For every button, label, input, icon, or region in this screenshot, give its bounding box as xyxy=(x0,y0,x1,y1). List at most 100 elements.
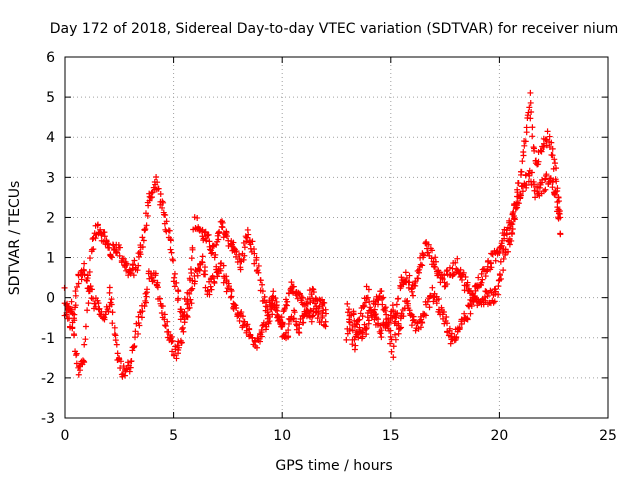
data-point xyxy=(390,343,397,350)
data-point xyxy=(432,254,439,261)
data-point xyxy=(512,204,519,211)
data-point xyxy=(420,252,427,259)
data-point xyxy=(482,288,489,295)
data-point xyxy=(283,302,290,309)
data-point xyxy=(75,280,82,287)
data-point xyxy=(259,281,266,288)
data-point xyxy=(243,238,250,245)
data-point xyxy=(489,251,496,258)
data-point xyxy=(523,124,530,131)
data-point xyxy=(139,234,146,241)
data-point xyxy=(141,226,148,233)
y-tick-label: -2 xyxy=(41,371,55,387)
data-point xyxy=(309,285,316,292)
data-point xyxy=(496,272,503,279)
data-point xyxy=(527,99,534,106)
data-point xyxy=(378,288,385,295)
data-point xyxy=(180,328,187,335)
data-point xyxy=(408,322,415,329)
data-point xyxy=(345,306,352,313)
y-axis-label: SDTVAR / TECUs xyxy=(7,181,23,296)
data-point xyxy=(130,272,137,279)
data-point xyxy=(106,284,113,291)
data-point xyxy=(531,187,538,194)
data-point xyxy=(147,194,154,201)
data-point xyxy=(344,309,351,316)
data-point xyxy=(509,210,516,217)
data-point xyxy=(356,324,363,331)
data-point xyxy=(168,249,175,256)
data-point xyxy=(210,275,217,282)
data-point xyxy=(181,309,188,316)
data-point xyxy=(362,299,369,306)
data-point xyxy=(269,311,276,318)
data-point xyxy=(365,286,372,293)
data-point xyxy=(148,194,155,201)
data-point xyxy=(111,331,118,338)
data-point xyxy=(424,298,431,305)
data-point xyxy=(146,197,153,204)
data-point xyxy=(154,179,161,186)
data-point xyxy=(157,191,164,198)
data-point xyxy=(89,236,96,243)
data-point xyxy=(199,253,206,260)
data-point xyxy=(262,326,269,333)
data-point xyxy=(258,333,265,340)
data-point xyxy=(474,284,481,291)
x-tick-label: 5 xyxy=(169,428,178,444)
data-point xyxy=(191,280,198,287)
data-point xyxy=(178,339,185,346)
data-point xyxy=(310,289,317,296)
data-point xyxy=(270,288,277,295)
data-point xyxy=(294,295,301,302)
data-point xyxy=(142,299,149,306)
data-point xyxy=(526,172,533,179)
data-point xyxy=(492,257,499,264)
data-point xyxy=(452,259,459,266)
data-point xyxy=(257,277,264,284)
data-point xyxy=(131,343,138,350)
data-point xyxy=(162,212,169,219)
data-point xyxy=(241,252,248,259)
data-point xyxy=(175,344,182,351)
data-point xyxy=(378,334,385,341)
data-point xyxy=(504,248,511,255)
data-point xyxy=(204,232,211,239)
data-point xyxy=(225,283,232,290)
data-point xyxy=(387,333,394,340)
data-point xyxy=(309,313,316,320)
data-point xyxy=(519,188,526,195)
data-point xyxy=(296,321,303,328)
data-point xyxy=(511,216,518,223)
data-point xyxy=(84,275,91,282)
data-point xyxy=(73,350,80,357)
data-point xyxy=(137,251,144,258)
data-point xyxy=(522,138,529,145)
data-point xyxy=(372,311,379,318)
data-point xyxy=(269,297,276,304)
data-point xyxy=(312,309,319,316)
data-point xyxy=(72,302,79,309)
data-point xyxy=(92,235,99,242)
data-point xyxy=(478,270,485,277)
data-point xyxy=(490,299,497,306)
data-point xyxy=(189,244,196,251)
data-point xyxy=(234,311,241,318)
data-point xyxy=(304,300,311,307)
data-point xyxy=(109,320,116,327)
data-point xyxy=(441,272,448,279)
data-point xyxy=(553,165,560,172)
data-point xyxy=(354,321,361,328)
data-point xyxy=(135,313,142,320)
data-point xyxy=(135,262,142,269)
data-point xyxy=(244,321,251,328)
data-point xyxy=(390,354,397,361)
data-point xyxy=(351,336,358,343)
data-point xyxy=(425,241,432,248)
data-point xyxy=(433,268,440,275)
x-tick-label: 25 xyxy=(599,428,617,444)
data-point xyxy=(426,304,433,311)
data-point xyxy=(154,284,161,291)
data-point xyxy=(492,288,499,295)
data-point xyxy=(379,301,386,308)
